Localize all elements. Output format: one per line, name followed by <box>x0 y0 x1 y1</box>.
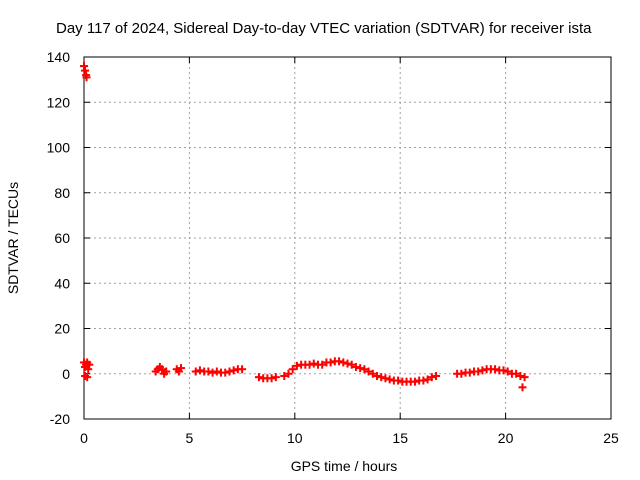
y-tick-label: 140 <box>47 49 71 65</box>
data-point <box>381 374 390 383</box>
x-tick-label: 5 <box>186 430 194 446</box>
data-point <box>377 373 386 382</box>
data-point <box>410 377 419 386</box>
y-tick-label: 0 <box>62 366 70 382</box>
data-point <box>288 365 297 374</box>
data-point <box>162 367 171 376</box>
data-point <box>85 360 94 369</box>
data-point <box>432 372 441 381</box>
data-point <box>423 375 432 384</box>
data-point <box>204 367 213 376</box>
data-point <box>474 367 483 376</box>
data-point <box>335 357 344 366</box>
y-axis-label: SDTVAR / TECUs <box>5 182 21 294</box>
data-point <box>284 369 293 378</box>
data-point <box>221 368 230 377</box>
data-point <box>280 372 289 381</box>
data-point <box>309 359 318 368</box>
data-point <box>292 361 301 370</box>
data-point <box>503 367 512 376</box>
data-point <box>339 358 348 367</box>
x-tick-label: 20 <box>498 430 514 446</box>
data-point <box>271 373 280 382</box>
chart-title: Day 117 of 2024, Sidereal Day-to-day VTE… <box>56 20 592 37</box>
y-tick-label: 120 <box>47 94 71 110</box>
data-point <box>373 372 382 381</box>
data-point <box>499 366 508 375</box>
data-point <box>520 373 529 382</box>
data-point <box>394 376 403 385</box>
data-point <box>225 367 234 376</box>
data-point <box>385 375 394 384</box>
x-tick-label: 0 <box>80 430 88 446</box>
y-tick-label: -20 <box>50 411 70 427</box>
data-point <box>351 362 360 371</box>
data-point <box>229 366 238 375</box>
data-point <box>347 360 356 369</box>
y-tick-label: 20 <box>54 321 70 337</box>
data-point <box>343 359 352 368</box>
data-point <box>516 372 525 381</box>
y-tick-label: 40 <box>54 275 70 291</box>
x-axis-label: GPS time / hours <box>291 458 398 474</box>
data-point <box>176 364 185 373</box>
data-point <box>195 366 204 375</box>
data-point <box>457 369 466 378</box>
data-point <box>305 360 314 369</box>
x-tick-label: 10 <box>287 430 303 446</box>
data-point <box>427 373 436 382</box>
data-point <box>80 62 88 71</box>
data-points <box>80 62 529 392</box>
data-point <box>491 365 500 374</box>
data-point <box>212 367 221 376</box>
data-point <box>157 365 166 374</box>
data-point <box>267 374 276 383</box>
data-point <box>238 365 247 374</box>
data-point <box>368 369 377 378</box>
data-point <box>82 73 91 82</box>
data-point <box>360 365 369 374</box>
x-tick-label: 15 <box>392 430 408 446</box>
x-tick-label: 25 <box>603 430 619 446</box>
data-point <box>81 66 90 75</box>
data-point <box>512 369 521 378</box>
y-tick-label: 100 <box>47 140 71 156</box>
data-point <box>326 358 335 367</box>
data-point <box>84 365 93 374</box>
data-point <box>208 368 217 377</box>
grid <box>84 57 611 419</box>
data-point <box>318 360 327 369</box>
y-tick-label: 80 <box>54 185 70 201</box>
data-point <box>478 366 487 375</box>
data-point <box>518 383 527 392</box>
data-point <box>465 368 474 377</box>
data-point <box>254 373 263 382</box>
y-tick-label: 60 <box>54 230 70 246</box>
data-point <box>356 364 365 373</box>
data-point <box>191 367 200 376</box>
ticks: 0 5 10 15 20 25 -20 0 20 40 60 80 100 120 140 <box>47 49 619 446</box>
data-point <box>83 373 92 382</box>
data-point <box>364 367 373 376</box>
data-point <box>419 376 428 385</box>
